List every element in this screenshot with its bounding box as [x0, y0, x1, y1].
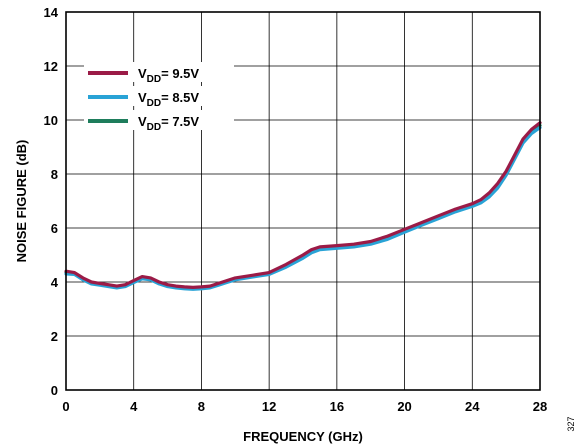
legend: VDD= 9.5V VDD= 8.5V VDD= 7.5V: [84, 62, 234, 133]
chart-grid: [65, 11, 541, 391]
legend-label: VDD= 7.5V: [138, 114, 199, 133]
y-tick-label: 2: [51, 329, 58, 344]
x-tick-label: 20: [397, 399, 411, 414]
y-tick-label: 8: [51, 167, 58, 182]
y-tick-label: 10: [44, 113, 58, 128]
legend-label: VDD= 8.5V: [138, 90, 199, 109]
y-tick-label: 6: [51, 221, 58, 236]
y-tick-label: 14: [44, 5, 59, 20]
y-tick-label: 4: [51, 275, 59, 290]
y-axis-label: NOISE FIGURE (dB): [14, 140, 29, 263]
x-tick-label: 24: [465, 399, 480, 414]
x-tick-label: 16: [330, 399, 344, 414]
legend-label: VDD= 9.5V: [138, 66, 199, 85]
x-tick-label: 0: [62, 399, 69, 414]
x-axis-label: FREQUENCY (GHz): [243, 429, 363, 444]
series-line-0: [64, 121, 542, 289]
legend-entry-background: [84, 110, 234, 130]
y-tick-label: 12: [44, 59, 58, 74]
x-tick-label: 12: [262, 399, 276, 414]
legend-entry-background: [84, 62, 234, 82]
series-layer: [64, 121, 542, 291]
plot-frame: [65, 11, 541, 391]
x-tick-label: 8: [198, 399, 205, 414]
x-tick-label: 28: [533, 399, 547, 414]
legend-entry-background: [84, 86, 234, 106]
figure-id: 327: [566, 416, 576, 431]
x-tick-label: 4: [130, 399, 138, 414]
series-line-1: [64, 126, 542, 291]
y-tick-label: 0: [51, 383, 58, 398]
